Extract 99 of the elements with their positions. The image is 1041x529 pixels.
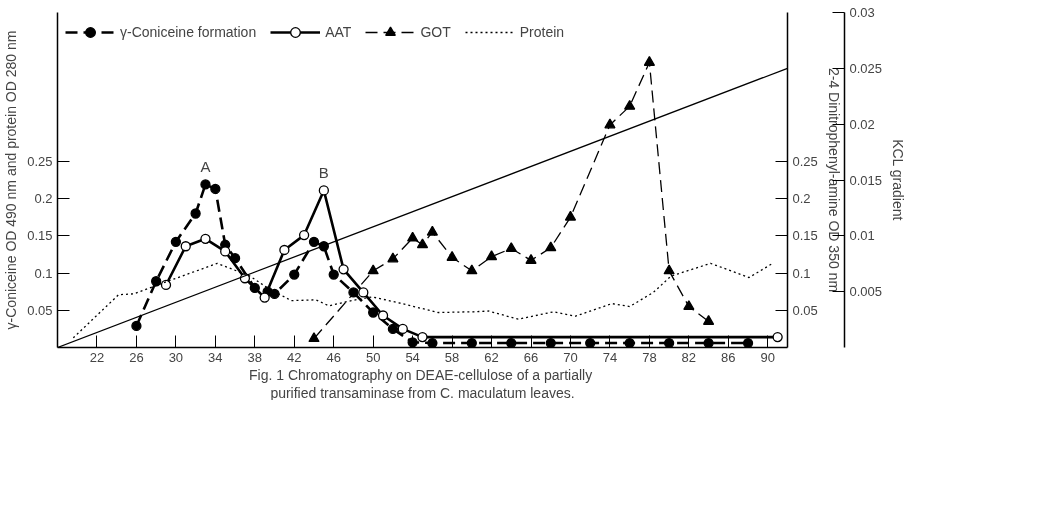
point [367,264,379,275]
legend-label: GOT [420,23,451,42]
point [200,233,211,244]
point [180,241,191,252]
x-tick-label: 86 [721,349,736,365]
point [200,179,211,190]
point [485,250,498,261]
x-tick-label: 74 [602,349,618,365]
point [446,251,458,261]
point [298,229,310,241]
point [643,55,656,66]
point [585,337,596,348]
y2-tick-label: 0.1 [792,265,811,281]
y3-tick-label: 0.025 [849,60,883,76]
x-tick-label: 38 [247,349,263,365]
legend-label: AAT [325,23,352,42]
y-tick-label: 0.15 [27,228,53,244]
point [564,210,577,221]
point [406,231,419,242]
y-tick-label: 0.2 [34,191,53,207]
legend-label: Protein [519,23,565,42]
x-tick-label: 58 [444,349,460,365]
point [308,236,320,247]
y2-tick-label: 0.2 [792,191,811,207]
point [131,320,142,332]
point [308,332,320,343]
x-tick-label: 66 [523,349,539,365]
y2-tick-label: 0.25 [792,153,818,169]
x-tick-label: 50 [365,349,381,365]
caption: Fig. 1 Chromatography on DEAE-cellulose of a partially [248,366,593,383]
y3-axis-title: KCL gradient [890,139,907,221]
point [624,99,636,110]
y3-tick-label: 0.03 [849,5,875,20]
x-tick-label: 42 [287,349,302,365]
point [702,315,715,325]
point [151,276,162,287]
y-tick-label: 0.25 [27,153,53,169]
x-tick-label: 26 [129,349,144,365]
y2-axis-title: 2-4 Dinitrophenyl-amine OD 350 nm [825,67,842,293]
x-tick-label: 90 [760,349,776,365]
annotation: B [318,164,329,182]
point [387,252,399,263]
point [368,307,379,318]
point [703,337,714,348]
point [466,264,478,275]
point [170,236,182,247]
y2-tick-label: 0.05 [792,302,818,318]
point [289,269,300,280]
point [220,246,231,257]
point [663,264,675,275]
x-tick-label: 82 [681,349,697,365]
y-axis-title: γ-Coniceine OD 490 nm and protein OD 280 nm [3,30,20,330]
y2-tick-label: 0.15 [792,228,818,244]
point [663,337,675,348]
point [269,288,280,300]
annotation: A [200,158,211,176]
x-tick-label: 34 [208,349,223,365]
point [525,253,537,264]
y3-tick-label: 0.005 [849,284,883,300]
y3-tick-label: 0.015 [849,172,883,188]
point [772,331,783,343]
point [426,225,439,236]
point [427,337,438,348]
point [160,279,172,291]
point [338,264,349,275]
point [279,244,290,256]
point [358,287,369,298]
x-tick-label: 54 [405,349,420,365]
point [190,208,201,219]
x-tick-label: 30 [168,349,184,365]
legend-label: γ-Coniceine formation [120,23,257,42]
point [604,118,616,129]
point [318,185,329,196]
point [377,310,389,321]
point [506,337,517,348]
y3-tick-label: 0.01 [849,228,875,244]
point [210,183,221,195]
point [417,331,428,343]
x-tick-label: 70 [563,349,578,365]
x-tick-label: 46 [326,349,341,365]
point [328,269,339,280]
point [466,337,477,348]
x-tick-label: 78 [642,349,657,365]
point [387,323,399,335]
point [545,241,557,252]
point [505,242,517,253]
point [259,292,270,303]
point [397,323,408,335]
y-tick-label: 0.1 [34,265,53,281]
y-tick-label: 0.05 [27,302,53,318]
point [683,300,695,311]
x-tick-label: 62 [484,349,499,365]
y3-tick-label: 0.02 [849,116,875,132]
point [416,238,429,249]
text: purified transaminase from C. maculatum leaves. [270,384,575,401]
x-tick-label: 22 [89,349,105,365]
point [624,337,635,348]
point [545,337,556,348]
point [742,337,754,348]
